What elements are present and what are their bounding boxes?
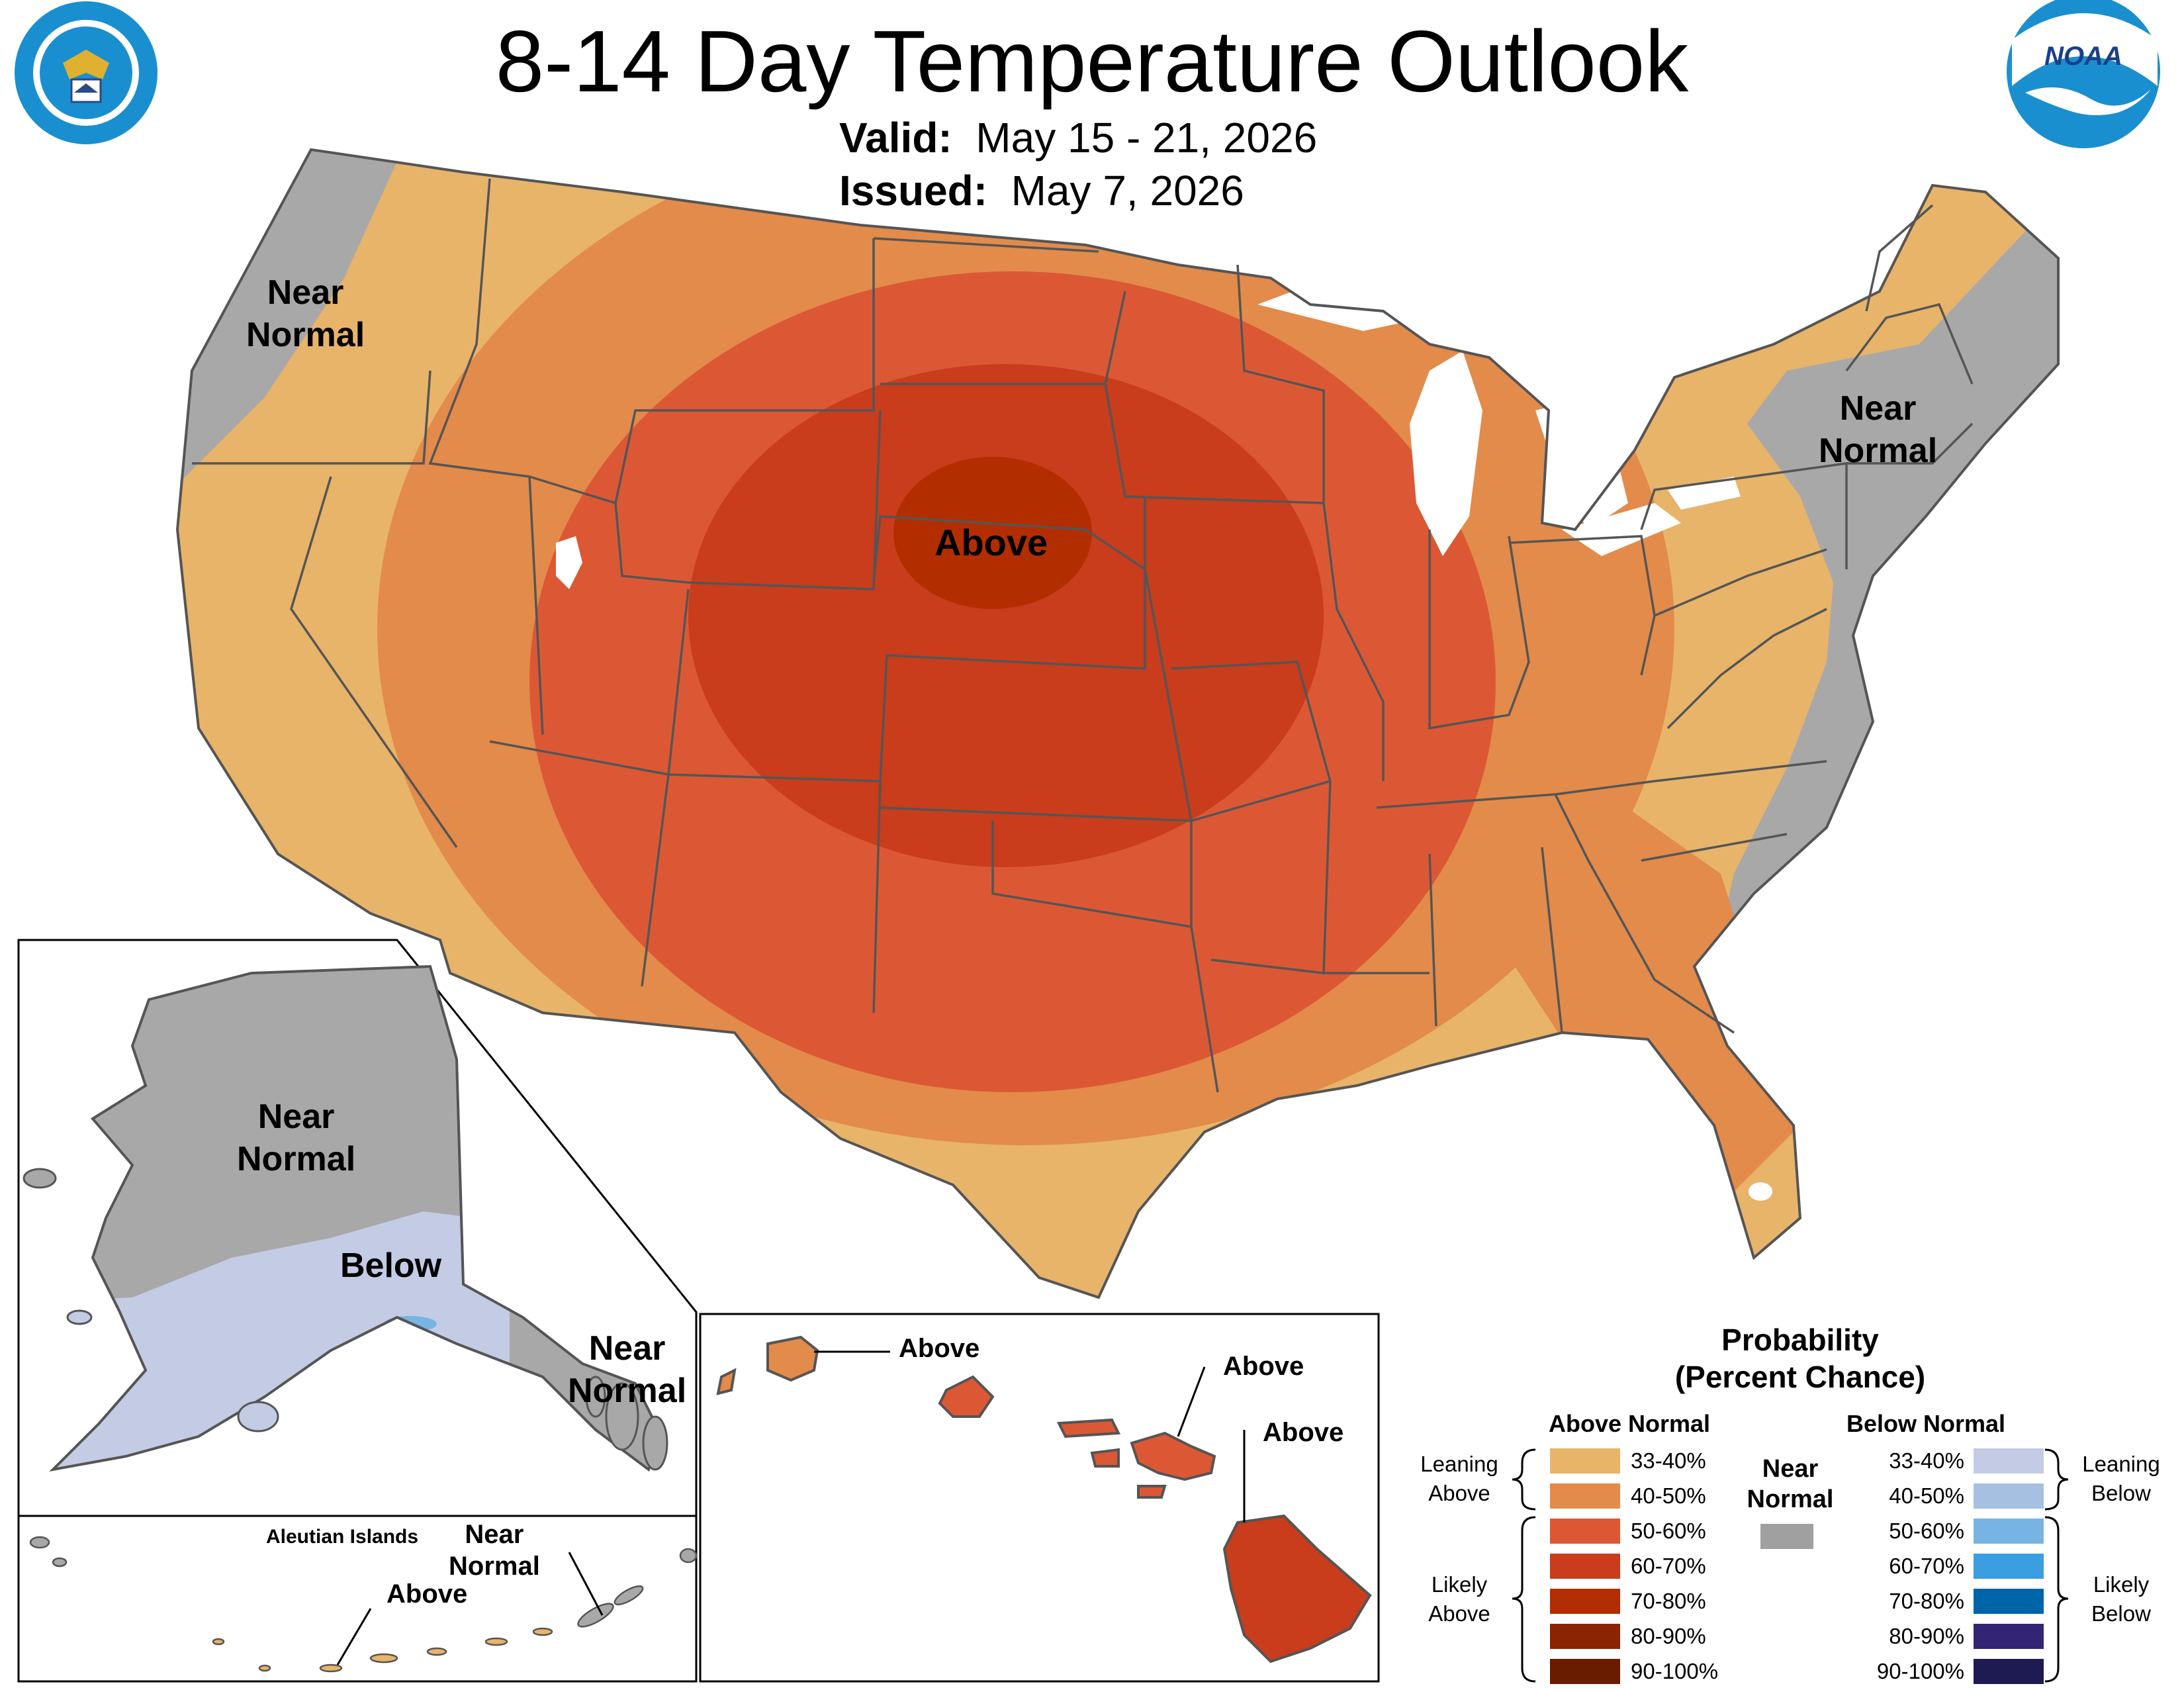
- below-swatch-5: [1974, 1624, 2044, 1649]
- above-range-label-6: 90-100%: [1631, 1659, 1719, 1683]
- legend-leaning-above: Leaning Above: [1420, 1452, 1498, 1505]
- below-range-label-1: 40-50%: [1889, 1483, 1964, 1508]
- legend-below-header: Below Normal: [1846, 1410, 2006, 1437]
- label-alaska-below: Below: [340, 1246, 442, 1285]
- below-swatch-0: [1974, 1448, 2044, 1474]
- above-swatch-4: [1550, 1589, 1620, 1614]
- label-above-center: Above: [934, 522, 1048, 563]
- label-hawaii-above-kauai: Above: [899, 1334, 980, 1363]
- label-hawaii-above-big-island: Above: [1263, 1418, 1344, 1447]
- below-range-label-3: 60-70%: [1889, 1554, 1964, 1578]
- legend-likely-above: Likely Above: [1428, 1572, 1490, 1626]
- below-swatch-4: [1974, 1589, 2044, 1614]
- below-swatch-3: [1974, 1554, 2044, 1579]
- below-swatch-6: [1974, 1659, 2044, 1684]
- below-range-label-0: 33-40%: [1889, 1448, 1964, 1473]
- label-near-normal-northwest: Near Normal: [246, 273, 365, 354]
- valid-line: Valid: May 15 - 21, 2026: [839, 114, 1317, 162]
- below-range-label-5: 80-90%: [1889, 1624, 1964, 1648]
- issued-value: May 7, 2026: [1011, 167, 1244, 214]
- above-range-label-5: 80-90%: [1631, 1624, 1706, 1648]
- label-hawaii-above-maui: Above: [1223, 1352, 1304, 1381]
- above-range-label-4: 70-80%: [1631, 1589, 1706, 1613]
- above-range-label-3: 60-70%: [1631, 1554, 1706, 1578]
- label-near-normal-northeast: Near Normal: [1819, 389, 1938, 470]
- legend-above-header: Above Normal: [1549, 1410, 1711, 1437]
- above-range-label-1: 40-50%: [1631, 1483, 1706, 1508]
- legend-likely-below: Likely Below: [2091, 1572, 2151, 1626]
- legend-leaning-below: Leaning Below: [2082, 1452, 2160, 1505]
- above-range-label-0: 33-40%: [1631, 1448, 1706, 1473]
- label-aleutian-above: Above: [387, 1579, 468, 1609]
- legend-near-normal-label: Near Normal: [1747, 1455, 1834, 1513]
- issued-line: Issued: May 7, 2026: [839, 167, 1244, 214]
- below-swatch-2: [1974, 1519, 2044, 1544]
- above-swatch-6: [1550, 1659, 1620, 1684]
- legend-near-normal-swatch: [1760, 1524, 1813, 1549]
- label-aleutian-islands: Aleutian Islands: [266, 1526, 419, 1548]
- label-alaska-near-normal: Near Normal: [237, 1098, 356, 1178]
- label-alaska-panhandle-near-normal: Near Normal: [568, 1329, 687, 1410]
- issued-label: Issued:: [839, 167, 988, 214]
- legend-title: Probability (Percent Chance): [1674, 1323, 1926, 1394]
- above-swatch-2: [1550, 1519, 1620, 1544]
- page-title: 8-14 Day Temperature Outlook: [495, 13, 1689, 110]
- above-swatch-3: [1550, 1554, 1620, 1579]
- valid-value: May 15 - 21, 2026: [976, 114, 1318, 162]
- above-swatch-0: [1550, 1448, 1620, 1474]
- above-swatch-1: [1550, 1483, 1620, 1509]
- noaa-logo-text: NOAA: [2044, 42, 2122, 71]
- label-aleutian-near-normal: Near Normal: [449, 1520, 540, 1581]
- below-range-label-4: 70-80%: [1889, 1589, 1964, 1613]
- below-swatch-1: [1974, 1483, 2044, 1509]
- commerce-seal-icon: [15, 1, 158, 144]
- noaa-logo-icon: NOAA: [2007, 0, 2160, 148]
- above-range-label-2: 50-60%: [1631, 1519, 1706, 1543]
- below-range-label-6: 90-100%: [1876, 1659, 1964, 1683]
- valid-label: Valid:: [839, 114, 952, 162]
- below-range-label-2: 50-60%: [1889, 1519, 1964, 1543]
- above-swatch-5: [1550, 1624, 1620, 1649]
